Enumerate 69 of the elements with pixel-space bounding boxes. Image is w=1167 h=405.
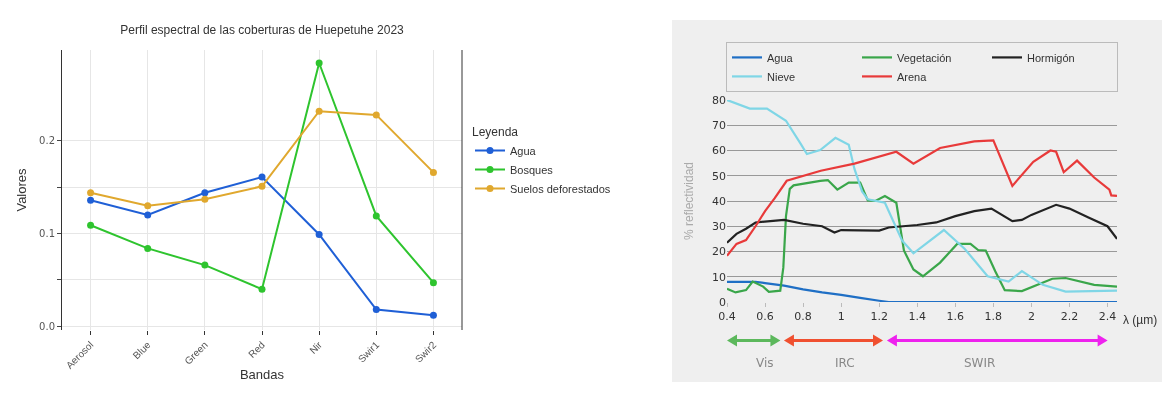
legend-label: Bosques [510,163,554,176]
point [429,168,437,176]
legend-label: Vegetación [897,51,952,64]
point [144,211,152,219]
point [315,107,323,115]
point [87,221,95,229]
x-tick-label: Nir [307,338,325,356]
point [315,59,323,67]
line-series [727,178,1117,294]
point [144,202,152,210]
y-tick-label: 0.2 [39,135,55,147]
point [258,173,266,181]
y-tick-label: 70 [712,119,726,133]
point [372,111,380,119]
text: SWIR [964,356,996,370]
x-tick-label: Red [246,339,267,360]
y-tick-label: 80 [712,93,726,107]
y-axis-title: Valores [14,167,29,212]
y-tick-label: 20 [712,245,726,259]
x-tick-label: 1.8 [984,310,1003,324]
point [315,231,323,238]
y-tick-label: 0.0 [39,320,55,332]
y-tick-label: 60 [712,144,726,158]
x-tick-label: 1 [837,310,845,324]
legend-label: Nieve [767,70,796,83]
point [144,244,152,252]
x-tick-label: Blue [130,338,153,362]
y-tick-label: 0 [719,295,726,309]
x-tick-label: 1.4 [908,310,926,324]
line-series [727,139,1117,257]
point [258,182,266,190]
text: Vis [756,356,774,370]
x-tick-label: 0.4 [718,310,736,324]
point [201,189,209,197]
x-tick-label: 1.6 [946,310,965,324]
x-tick-label: 2 [1027,310,1035,324]
x-tick-label: 0.8 [794,310,812,324]
legend-label: Suelos deforestados [510,182,611,195]
legend-title: Leyenda [472,125,519,140]
x-tick-label: 1.2 [870,310,888,324]
line-series [727,203,1117,244]
x-tick-label: 2.4 [1098,310,1117,324]
y-tick-label: 30 [712,220,726,234]
y-tick-label: 50 [712,169,726,183]
legend-label: Agua [510,144,537,157]
text: IRC [835,356,855,370]
x-tick-label: 2.2 [1060,310,1079,324]
line-series [727,280,1117,302]
point [258,285,266,293]
y-tick-label: 0.1 [39,228,55,240]
point [429,279,437,287]
point [372,306,380,314]
y-tick-label: 40 [712,194,726,208]
point [87,196,95,204]
point [429,311,437,319]
line-series [727,100,1117,293]
point [201,195,209,203]
point [201,261,209,269]
point [87,189,95,197]
chart-title: Perfil espectral de las coberturas de Huepetuhe 2023 [120,23,405,38]
y-axis-title: % reflectividad [682,161,696,241]
x-axis-title: λ (µm) [1123,313,1158,327]
legend-label: Arena [897,70,928,83]
legend-label: Hormigón [1027,51,1075,64]
x-tick-label: 0.6 [756,310,774,324]
x-axis-title: Bandas [239,367,285,382]
legend-label: Agua [767,51,794,64]
y-tick-label: 10 [712,270,726,284]
point [372,212,380,220]
